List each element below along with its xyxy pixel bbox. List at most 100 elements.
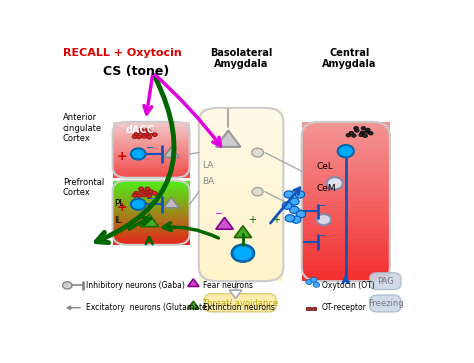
Text: −: − [318,232,327,241]
Bar [199,108,283,114]
Bar [199,177,283,183]
Circle shape [232,245,254,262]
Bar [199,235,283,241]
Bar [199,154,283,160]
Bar [301,143,390,148]
Bar [112,215,190,217]
Bar [301,217,390,223]
Bar [112,196,190,198]
Text: RECALL + Oxytocin: RECALL + Oxytocin [63,48,182,58]
Circle shape [131,199,146,210]
Text: +: + [117,201,127,213]
Bar [112,133,190,135]
Bar [199,223,283,229]
Bar [112,140,190,142]
Bar [112,167,190,168]
Text: Extinction neurons: Extinction neurons [203,303,275,312]
Circle shape [368,131,373,135]
Circle shape [134,132,139,136]
Bar [301,175,390,180]
Text: Excitatory  neurons (Glutamate): Excitatory neurons (Glutamate) [86,303,210,312]
Text: CeL: CeL [317,162,333,171]
Bar [301,138,390,143]
Bar [112,230,190,232]
Circle shape [152,191,157,195]
Bar [301,191,390,196]
Circle shape [148,190,154,193]
Bar [301,265,390,270]
Bar [301,164,390,170]
Bar [112,200,190,202]
Bar [301,223,390,228]
Circle shape [152,133,157,136]
Circle shape [134,191,139,195]
Bar [312,307,317,310]
Bar [199,217,283,223]
Circle shape [137,135,142,139]
Text: +: + [272,215,280,225]
Circle shape [365,130,369,134]
Bar [301,249,390,254]
Circle shape [295,191,305,198]
Circle shape [138,128,144,132]
Bar [112,135,190,137]
Bar [301,228,390,233]
Bar [199,229,283,235]
Circle shape [296,211,306,218]
Bar [301,207,390,212]
Circle shape [139,189,145,193]
Polygon shape [164,147,179,158]
Bar [301,196,390,201]
Bar [199,252,283,258]
Bar [301,244,390,249]
Circle shape [360,131,365,135]
Bar [112,165,190,167]
Bar [199,166,283,171]
Text: +: + [117,150,127,163]
Bar [112,238,190,241]
Circle shape [148,131,154,135]
Bar [199,119,283,125]
Bar [301,254,390,260]
Bar [199,246,283,252]
Bar [112,223,190,225]
Circle shape [292,216,301,223]
Bar [301,185,390,191]
Bar [112,185,190,187]
Text: Anterior
cingulate
Cortex: Anterior cingulate Cortex [63,113,102,143]
Circle shape [355,129,359,132]
Circle shape [142,193,146,197]
Bar [301,127,390,132]
Bar [199,148,283,154]
Bar [199,195,283,200]
Bar [112,155,190,157]
Bar [112,170,190,172]
Circle shape [145,187,150,191]
Bar [112,150,190,152]
Bar [199,143,283,148]
Bar [301,148,390,154]
Bar [301,233,390,238]
Bar [112,242,190,245]
Bar [301,122,390,127]
Circle shape [131,148,146,160]
Circle shape [252,148,264,157]
Bar [199,125,283,131]
Text: Freezing: Freezing [368,299,403,308]
Text: IL: IL [114,216,122,225]
Circle shape [132,193,137,197]
Text: −: − [146,194,154,204]
Bar [199,206,283,212]
Bar [112,154,190,155]
Circle shape [313,282,319,287]
Circle shape [359,133,364,137]
Bar [112,198,190,200]
Bar [112,213,190,215]
Bar [112,152,190,154]
Bar [301,154,390,159]
Circle shape [63,282,72,289]
Text: Central
Amygdala: Central Amygdala [322,48,377,69]
Polygon shape [216,131,240,147]
Bar [112,139,190,140]
Bar [112,183,190,185]
